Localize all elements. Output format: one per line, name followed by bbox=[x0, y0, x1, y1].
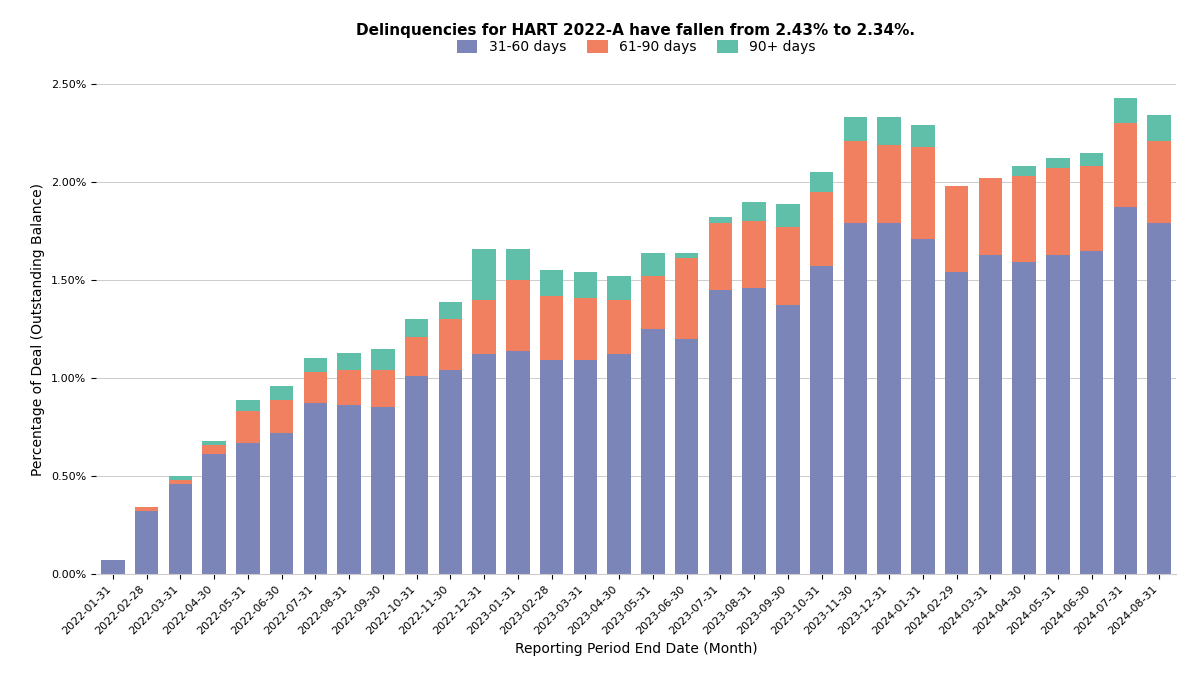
Bar bbox=[776, 204, 799, 227]
Bar bbox=[304, 372, 328, 403]
Bar bbox=[270, 433, 294, 574]
Bar bbox=[1114, 98, 1138, 123]
Bar bbox=[473, 300, 496, 354]
Bar bbox=[708, 223, 732, 290]
Bar bbox=[708, 290, 732, 574]
Bar bbox=[473, 354, 496, 574]
Bar bbox=[371, 370, 395, 407]
Bar bbox=[844, 118, 868, 141]
Bar bbox=[674, 253, 698, 258]
Bar bbox=[1080, 167, 1104, 251]
Legend: 31-60 days, 61-90 days, 90+ days: 31-60 days, 61-90 days, 90+ days bbox=[451, 34, 821, 60]
Bar bbox=[1046, 255, 1069, 574]
Bar bbox=[1046, 158, 1069, 168]
Bar bbox=[101, 560, 125, 574]
Bar bbox=[944, 186, 968, 272]
Bar bbox=[641, 276, 665, 329]
Bar bbox=[810, 266, 834, 574]
Bar bbox=[270, 400, 294, 433]
Bar bbox=[1080, 251, 1104, 574]
Bar bbox=[438, 319, 462, 370]
Bar bbox=[708, 217, 732, 223]
Bar bbox=[168, 476, 192, 480]
Bar bbox=[134, 511, 158, 574]
Bar bbox=[337, 353, 361, 370]
Title: Delinquencies for HART 2022-A have fallen from 2.43% to 2.34%.: Delinquencies for HART 2022-A have falle… bbox=[356, 23, 916, 38]
Bar bbox=[371, 407, 395, 574]
Bar bbox=[506, 351, 529, 574]
Bar bbox=[1114, 123, 1138, 207]
Bar bbox=[911, 147, 935, 239]
Bar bbox=[404, 319, 428, 337]
Bar bbox=[236, 412, 259, 442]
Bar bbox=[304, 403, 328, 574]
Bar bbox=[607, 354, 631, 574]
Bar bbox=[168, 480, 192, 484]
X-axis label: Reporting Period End Date (Month): Reporting Period End Date (Month) bbox=[515, 642, 757, 656]
Bar bbox=[574, 272, 598, 298]
Bar bbox=[641, 253, 665, 276]
Bar bbox=[337, 370, 361, 405]
Bar bbox=[776, 227, 799, 305]
Bar bbox=[236, 400, 259, 412]
Bar bbox=[877, 118, 901, 145]
Bar bbox=[1114, 207, 1138, 574]
Bar bbox=[371, 349, 395, 370]
Bar bbox=[1080, 153, 1104, 167]
Bar bbox=[877, 223, 901, 574]
Bar bbox=[978, 255, 1002, 574]
Bar bbox=[438, 302, 462, 319]
Bar bbox=[506, 280, 529, 351]
Bar bbox=[438, 370, 462, 574]
Bar bbox=[203, 441, 226, 444]
Bar bbox=[743, 221, 766, 288]
Bar bbox=[844, 141, 868, 223]
Bar bbox=[911, 239, 935, 574]
Bar bbox=[1013, 167, 1036, 176]
Bar bbox=[978, 178, 1002, 255]
Bar bbox=[404, 337, 428, 376]
Bar bbox=[337, 405, 361, 574]
Bar bbox=[270, 386, 294, 400]
Bar bbox=[540, 295, 564, 360]
Bar bbox=[810, 172, 834, 192]
Bar bbox=[203, 444, 226, 454]
Bar bbox=[944, 272, 968, 574]
Bar bbox=[1013, 176, 1036, 262]
Bar bbox=[540, 360, 564, 574]
Bar bbox=[1013, 262, 1036, 574]
Bar bbox=[1147, 223, 1171, 574]
Bar bbox=[203, 454, 226, 574]
Bar bbox=[844, 223, 868, 574]
Bar bbox=[1147, 116, 1171, 141]
Bar bbox=[506, 248, 529, 280]
Bar bbox=[1147, 141, 1171, 223]
Bar bbox=[641, 329, 665, 574]
Bar bbox=[776, 305, 799, 574]
Bar bbox=[236, 442, 259, 574]
Bar bbox=[404, 376, 428, 574]
Bar bbox=[607, 300, 631, 354]
Bar bbox=[134, 508, 158, 511]
Bar bbox=[674, 339, 698, 574]
Bar bbox=[607, 276, 631, 300]
Y-axis label: Percentage of Deal (Outstanding Balance): Percentage of Deal (Outstanding Balance) bbox=[31, 183, 46, 475]
Bar bbox=[877, 145, 901, 223]
Bar bbox=[574, 360, 598, 574]
Bar bbox=[911, 125, 935, 147]
Bar bbox=[473, 248, 496, 300]
Bar bbox=[674, 258, 698, 339]
Bar bbox=[574, 298, 598, 360]
Bar bbox=[1046, 168, 1069, 255]
Bar bbox=[743, 202, 766, 221]
Bar bbox=[540, 270, 564, 295]
Bar bbox=[304, 358, 328, 372]
Bar bbox=[168, 484, 192, 574]
Bar bbox=[810, 192, 834, 266]
Bar bbox=[743, 288, 766, 574]
